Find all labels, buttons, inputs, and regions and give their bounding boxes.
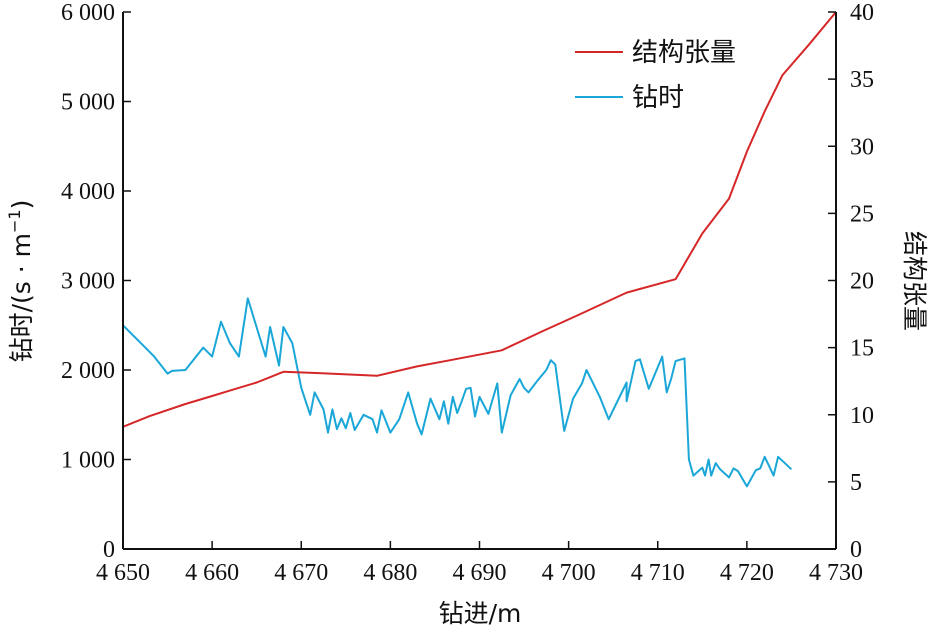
- left-y-tick-label: 0: [103, 537, 115, 563]
- right-y-tick-label: 30: [850, 134, 874, 160]
- left-axis-title-close: ): [7, 200, 36, 210]
- x-tick-label: 4 650: [96, 560, 150, 586]
- x-tick-label: 4 690: [453, 560, 507, 586]
- left-y-tick-label: 6 000: [61, 0, 115, 26]
- right-y-tick-label: 35: [850, 67, 874, 93]
- right-y-tick-label: 40: [850, 0, 874, 26]
- x-tick-label: 4 720: [720, 560, 774, 586]
- right-y-tick-label: 20: [850, 269, 874, 295]
- left-axis-title-sup: −1: [5, 209, 24, 233]
- x-tick-label: 4 700: [542, 560, 596, 586]
- left-y-tick-label: 4 000: [61, 179, 115, 205]
- x-tick-label: 4 670: [274, 560, 328, 586]
- x-axis-title: 钻进/m: [439, 599, 522, 628]
- series-line-drill-time: [122, 297, 793, 488]
- right-y-tick-label: 15: [850, 336, 874, 362]
- x-tick-label: 4 680: [363, 560, 417, 586]
- right-y-tick-label: 10: [850, 403, 874, 429]
- legend: 结构张量 钻时: [575, 38, 736, 113]
- left-y-tick-label: 2 000: [61, 358, 115, 384]
- left-y-tick-label: 1 000: [61, 448, 115, 474]
- right-axis-title: 结构张量: [900, 231, 929, 331]
- legend-label-drill-time: 钻时: [632, 83, 684, 113]
- axes-layer: [122, 12, 837, 550]
- series-line-structure-tensor: [122, 11, 837, 428]
- right-y-tick-label: 5: [850, 470, 862, 496]
- left-y-tick-label: 5 000: [61, 90, 115, 116]
- x-tick-label: 4 710: [631, 560, 685, 586]
- right-y-tick-label: 25: [850, 201, 874, 227]
- legend-label-structure-tensor: 结构张量: [632, 38, 736, 68]
- x-tick-label: 4 730: [809, 560, 863, 586]
- left-y-tick-label: 3 000: [61, 269, 115, 295]
- left-axis-title-base: 钻时/(s · m: [7, 233, 36, 362]
- series-layer: [122, 11, 837, 488]
- ticks-layer: 4 650 4 660 4 670 4 680 4 690 4 700 4 710 4 720…: [61, 0, 874, 586]
- x-tick-label: 4 660: [185, 560, 239, 586]
- left-axis-title: 钻时/(s · m−1): [5, 200, 36, 363]
- right-y-tick-label: 0: [850, 537, 862, 563]
